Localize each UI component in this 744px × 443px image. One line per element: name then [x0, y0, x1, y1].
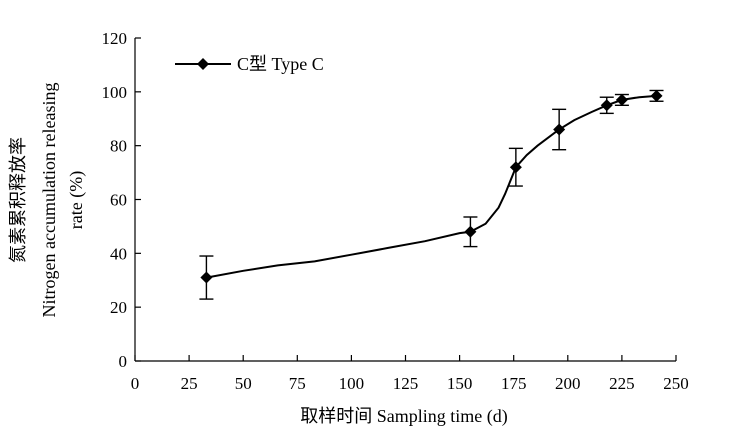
y-tick-label: 80 — [110, 137, 127, 156]
x-axis-ticks: 0 25 50 75 100 125 150 175 200 225 250 — [131, 355, 689, 393]
x-tick-label: 50 — [235, 374, 252, 393]
series-line — [206, 94, 657, 279]
data-point-diamond — [600, 99, 613, 112]
legend-label: C型 Type C — [237, 54, 324, 74]
x-tick-label: 25 — [181, 374, 198, 393]
y-tick-label: 40 — [110, 244, 127, 263]
data-point-diamond — [200, 271, 213, 284]
y-tick-label: 0 — [119, 352, 128, 371]
legend: C型 Type C — [175, 54, 324, 74]
data-point-diamond — [464, 225, 477, 238]
y-axis-title-line-3: rate (%) — [66, 171, 87, 229]
data-point-diamond — [650, 89, 663, 102]
x-tick-label: 250 — [663, 374, 689, 393]
x-tick-label: 175 — [501, 374, 527, 393]
data-point-diamond — [553, 123, 566, 136]
y-tick-label: 20 — [110, 298, 127, 317]
chart-series — [199, 89, 664, 300]
y-tick-label: 100 — [102, 83, 128, 102]
data-point-diamond — [509, 161, 522, 174]
y-axis-ticks: 0 20 40 60 80 100 120 — [102, 29, 141, 371]
x-tick-label: 75 — [289, 374, 306, 393]
y-axis-title-line-2: Nitrogen accumulation releasing — [39, 83, 59, 318]
x-tick-label: 100 — [339, 374, 365, 393]
x-tick-label: 225 — [609, 374, 635, 393]
x-tick-label: 0 — [131, 374, 140, 393]
chart-axes — [134, 38, 676, 362]
data-point-diamond — [615, 93, 628, 106]
y-tick-label: 60 — [110, 191, 127, 210]
x-axis-title: 取样时间 Sampling time (d) — [300, 406, 507, 427]
x-tick-label: 150 — [447, 374, 473, 393]
legend-marker-diamond — [197, 58, 209, 70]
y-tick-label: 120 — [102, 29, 128, 48]
x-tick-label: 125 — [393, 374, 419, 393]
x-tick-label: 200 — [555, 374, 581, 393]
y-axis-title-line-1: 氮素累积释放率 — [8, 137, 28, 263]
y-axis-title: 氮素累积释放率 Nitrogen accumulation releasing … — [8, 83, 87, 318]
